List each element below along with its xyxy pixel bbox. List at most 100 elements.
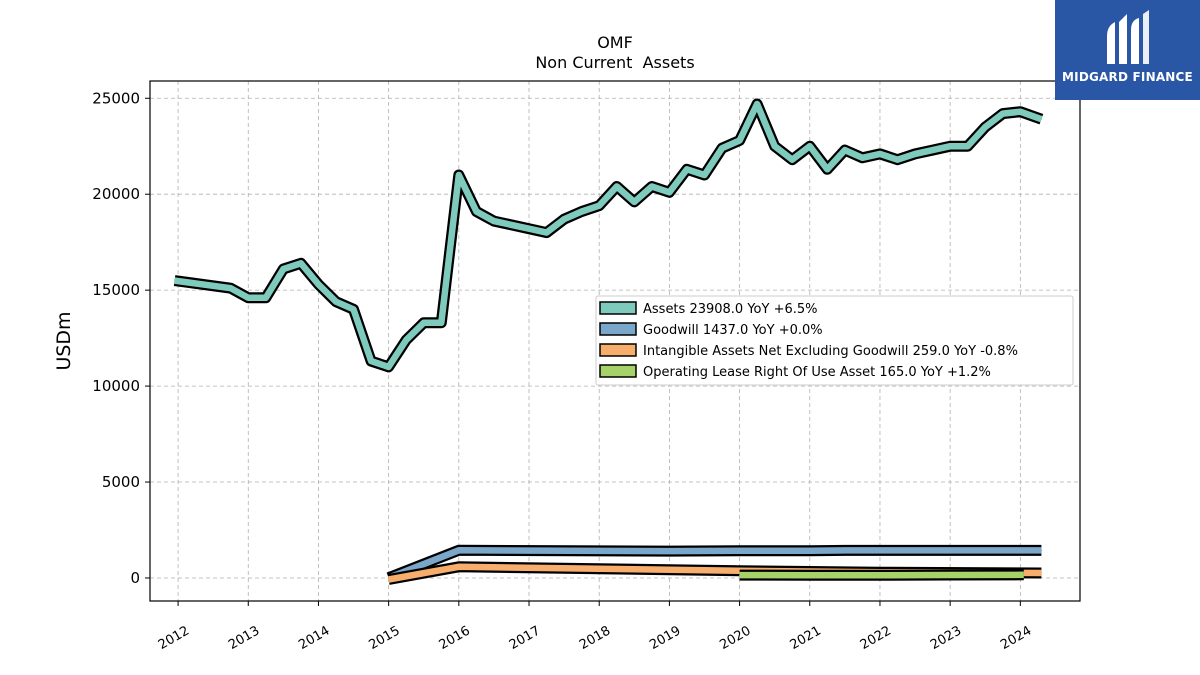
data-point xyxy=(1019,111,1021,113)
data-point xyxy=(475,210,477,213)
data-point xyxy=(651,185,653,188)
data-point xyxy=(1002,113,1004,115)
data-point xyxy=(984,126,986,128)
data-point xyxy=(633,201,635,203)
data-point xyxy=(932,149,934,151)
data-point xyxy=(861,157,864,159)
y-tick-label: 25000 xyxy=(92,89,140,107)
chart-subtitle: Non Current Assets xyxy=(535,53,694,72)
data-point xyxy=(528,228,530,230)
chart-title: OMF xyxy=(597,33,633,52)
data-point xyxy=(282,268,284,270)
data-point xyxy=(739,550,741,552)
data-point xyxy=(756,103,758,105)
data-point xyxy=(581,210,583,213)
data-point xyxy=(774,145,776,147)
data-point xyxy=(721,147,723,149)
legend: Assets 23908.0 YoY +6.5% Goodwill 1437.0 … xyxy=(595,295,1074,386)
data-point xyxy=(967,145,969,147)
data-point xyxy=(598,205,600,207)
x-tick-label: 2022 xyxy=(858,623,894,653)
x-tick-label: 2013 xyxy=(226,623,262,653)
data-point xyxy=(458,549,460,551)
data-point xyxy=(1040,118,1042,120)
legend-swatch xyxy=(599,343,637,357)
x-tick-label: 2021 xyxy=(788,623,824,653)
data-point xyxy=(1023,574,1025,576)
x-tick-label: 2019 xyxy=(647,623,683,653)
data-point xyxy=(563,218,565,220)
data-point xyxy=(896,159,899,161)
data-point xyxy=(510,224,513,226)
data-point xyxy=(739,139,741,142)
plot-frame xyxy=(149,80,1081,602)
data-point xyxy=(598,568,600,570)
data-point xyxy=(493,220,495,222)
y-tick-label: 15000 xyxy=(92,281,140,299)
series-line xyxy=(739,571,1024,579)
data-point xyxy=(739,574,741,576)
y-tick-label: 0 xyxy=(130,569,140,587)
data-point xyxy=(791,159,793,161)
x-tick-label: 2012 xyxy=(156,623,192,653)
legend-label: Operating Lease Right Of Use Asset 165.0… xyxy=(643,365,991,380)
data-point xyxy=(370,360,372,362)
data-point xyxy=(949,574,951,576)
data-point xyxy=(458,174,460,176)
data-point xyxy=(844,149,846,151)
data-point xyxy=(668,191,671,193)
data-point xyxy=(352,308,355,310)
x-tick-label: 2014 xyxy=(296,623,332,653)
data-point xyxy=(546,232,548,234)
x-tick-label: 2017 xyxy=(507,623,543,653)
midgard-logo-icon xyxy=(1107,10,1149,64)
data-point xyxy=(174,280,176,282)
legend-label: Goodwill 1437.0 YoY +0.0% xyxy=(643,323,823,338)
data-point xyxy=(668,550,671,552)
y-axis-label: USDm xyxy=(53,311,75,370)
data-point xyxy=(1040,572,1042,574)
data-point xyxy=(844,549,846,552)
data-point xyxy=(1040,549,1042,552)
data-point xyxy=(265,297,267,299)
x-tick-label: 2018 xyxy=(577,623,613,653)
data-point xyxy=(809,574,811,576)
data-point xyxy=(440,322,442,324)
data-point xyxy=(949,145,951,147)
legend-label: Intangible Assets Net Excluding Goodwill… xyxy=(643,344,1018,359)
x-tick-label: 2024 xyxy=(998,623,1034,653)
legend-swatch xyxy=(599,322,637,336)
data-point xyxy=(703,174,706,176)
legend-swatch xyxy=(599,301,637,315)
series-line xyxy=(174,100,1043,371)
data-point xyxy=(405,339,407,341)
data-point xyxy=(879,574,881,576)
legend-swatch xyxy=(599,364,637,378)
x-tick-label: 2023 xyxy=(928,623,964,653)
data-point xyxy=(686,168,688,170)
data-point xyxy=(247,297,249,299)
data-point xyxy=(388,578,390,581)
data-point xyxy=(335,301,337,303)
x-tick-label: 2016 xyxy=(437,623,473,653)
y-tick-label: 10000 xyxy=(92,377,140,395)
data-point xyxy=(879,153,881,155)
data-point xyxy=(914,153,916,155)
y-tick-label: 20000 xyxy=(92,185,140,203)
data-point xyxy=(230,287,232,289)
brand-badge: MIDGARD FINANCE xyxy=(1055,0,1200,100)
y-tick-label: 5000 xyxy=(102,473,140,491)
legend-label: Assets 23908.0 YoY +6.5% xyxy=(643,302,818,317)
data-point xyxy=(300,262,302,264)
brand-name: MIDGARD FINANCE xyxy=(1062,70,1193,84)
data-point xyxy=(809,145,811,147)
data-point xyxy=(458,566,460,568)
data-point xyxy=(616,185,618,188)
data-point xyxy=(826,168,828,170)
data-point xyxy=(388,366,390,368)
x-tick-label: 2015 xyxy=(366,623,402,653)
x-tick-label: 2020 xyxy=(717,623,753,653)
series-layer xyxy=(173,98,1044,585)
data-point xyxy=(423,322,425,324)
